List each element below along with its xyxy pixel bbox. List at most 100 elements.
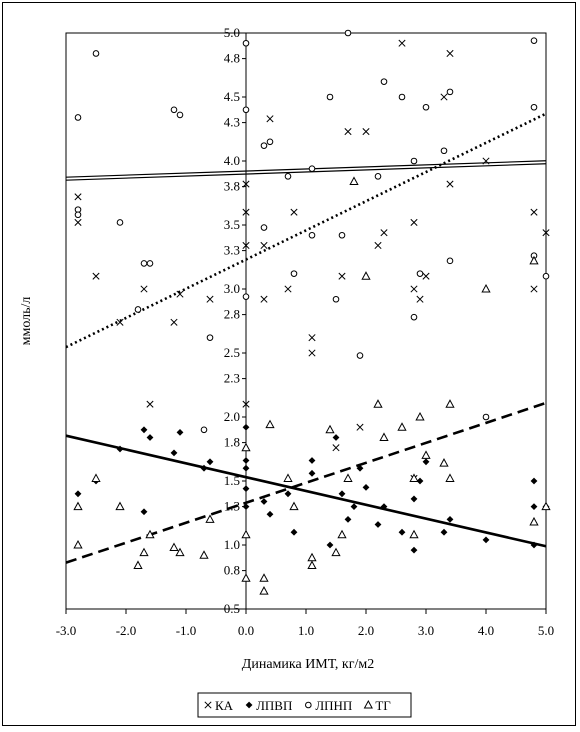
point-circle [146, 260, 154, 267]
point-triangle [529, 255, 539, 265]
point-diamond [374, 521, 382, 528]
point-diamond [242, 485, 250, 493]
point-circle [266, 138, 274, 146]
point-triangle [307, 560, 317, 569]
y-tick-label: 1.5 [224, 473, 240, 488]
legend-marker-circle [305, 701, 312, 709]
point-x [440, 93, 448, 101]
point-diamond [242, 503, 250, 510]
point-x [290, 208, 298, 216]
point-diamond [308, 457, 316, 464]
x-tick-label: -3.0 [56, 623, 77, 638]
point-circle [284, 173, 292, 180]
trendline-double [65, 163, 547, 181]
point-triangle [139, 547, 149, 557]
point-triangle [379, 432, 389, 441]
point-diamond [380, 503, 388, 510]
point-diamond [446, 516, 454, 523]
point-x [530, 285, 538, 293]
y-axis-label: ммоль/л [19, 297, 34, 346]
point-x [446, 49, 454, 58]
point-diamond [200, 464, 208, 472]
x-tick-label: 0.0 [238, 623, 254, 638]
point-x [530, 208, 538, 216]
point-circle [338, 231, 346, 239]
point-circle [440, 147, 448, 155]
point-diamond [266, 510, 274, 518]
point-circle [410, 313, 418, 321]
point-x [416, 295, 424, 303]
point-diamond [206, 458, 214, 466]
point-diamond [440, 528, 448, 536]
point-diamond [530, 477, 538, 485]
y-tick-label: 1.0 [224, 537, 240, 552]
trendlines [65, 112, 547, 564]
y-tick-label: 3.5 [224, 217, 240, 232]
point-x [242, 241, 250, 250]
point-triangle [241, 442, 251, 452]
point-x [410, 218, 418, 226]
point-x [308, 334, 316, 342]
scatter-chart: 0.50.81.01.31.51.82.02.32.52.83.03.33.53… [19, 25, 554, 718]
legend-label: ЛПВП [256, 698, 292, 713]
point-diamond [74, 490, 82, 498]
point-circle [116, 219, 124, 226]
point-triangle [133, 560, 143, 569]
point-circle [170, 106, 178, 114]
point-diamond [176, 428, 184, 436]
data-markers [73, 29, 551, 595]
point-x [380, 229, 388, 237]
point-diamond [140, 426, 148, 434]
point-x [116, 318, 124, 326]
point-circle [176, 111, 184, 119]
x-tick-labels: -3.0 -2.0 -1.0 0.0 1.0 2.0 3.0 4.0 5.0 [56, 623, 554, 638]
point-diamond [398, 528, 406, 536]
point-triangle [445, 399, 455, 408]
x-tick-label: 3.0 [418, 623, 434, 638]
y-tick-label: 0.5 [224, 601, 240, 616]
x-tick-label: 1.0 [298, 623, 314, 638]
point-circle [482, 413, 490, 421]
point-circle [446, 88, 454, 96]
point-x [74, 218, 82, 226]
point-triangle [199, 550, 209, 559]
point-diamond [242, 457, 250, 464]
point-circle [242, 106, 250, 114]
point-x [260, 295, 268, 303]
point-diamond [362, 484, 370, 491]
point-circle [344, 29, 352, 37]
point-triangle [361, 271, 371, 280]
point-diamond [116, 445, 124, 453]
point-x [374, 241, 382, 250]
point-circle [260, 142, 268, 149]
point-triangle [175, 547, 185, 557]
point-circle [374, 173, 382, 180]
point-triangle [529, 516, 539, 526]
point-circle [422, 103, 430, 111]
point-triangle [343, 473, 353, 482]
point-x [260, 241, 268, 250]
point-triangle [481, 283, 491, 293]
y-tick-labels: 0.50.81.01.31.51.82.02.32.52.83.03.33.53… [224, 25, 240, 616]
point-x [356, 423, 364, 431]
trendline-double [65, 160, 547, 178]
x-tick-label: -2.0 [116, 623, 137, 638]
point-diamond [482, 536, 490, 544]
point-circle [530, 37, 538, 44]
point-diamond [308, 469, 316, 477]
legend-box [197, 692, 412, 718]
point-circle [332, 295, 340, 303]
point-diamond [332, 434, 340, 441]
point-triangle [91, 473, 101, 482]
y-tick-label: 4.8 [224, 51, 240, 66]
point-x [176, 290, 184, 298]
y-tick-label: 4.0 [224, 153, 240, 168]
point-circle [242, 293, 250, 300]
point-circle [74, 211, 82, 219]
point-circle [134, 306, 142, 313]
trendline-solid [65, 434, 547, 548]
point-circle [542, 272, 550, 280]
point-triangle [409, 473, 419, 482]
y-tick-label: 2.0 [224, 409, 240, 424]
point-x [338, 272, 346, 280]
